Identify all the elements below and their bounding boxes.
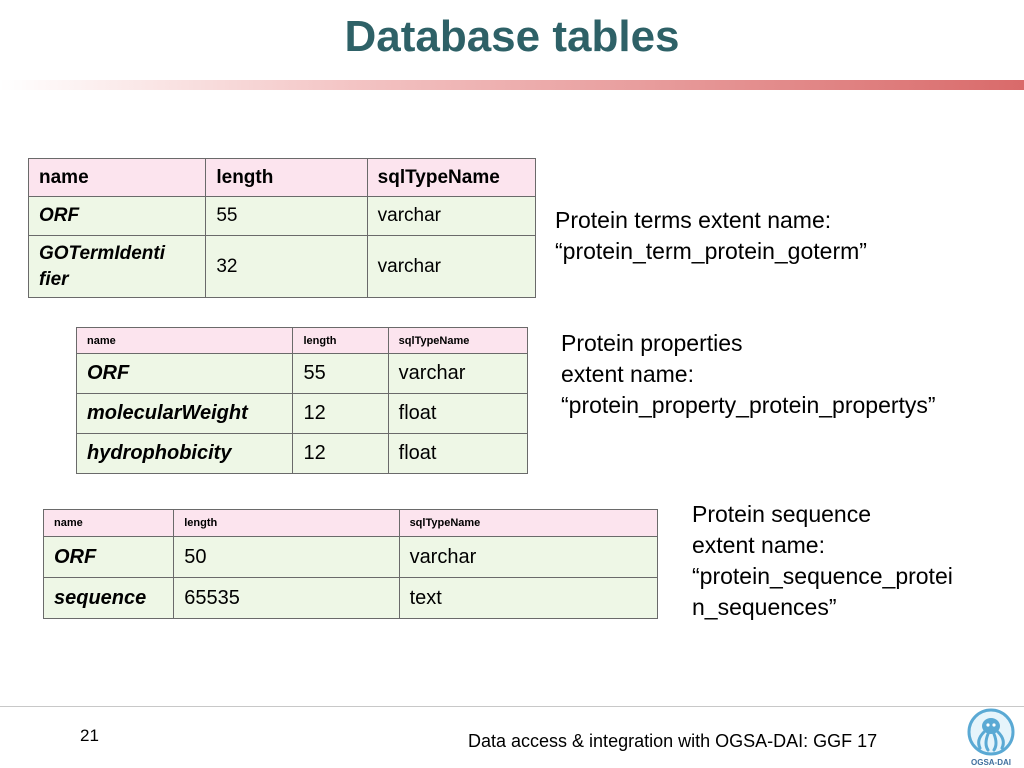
table-row: ORF 55 varchar — [75, 353, 529, 394]
type-cell: varchar — [398, 536, 659, 578]
column-header-name: name — [27, 158, 207, 197]
protein-properties-note: Protein properties extent name: “protein… — [561, 328, 936, 421]
table-row: GOTermIdenti fier 32 varchar — [27, 235, 537, 298]
note-line: extent name: — [561, 361, 694, 387]
column-header-length: length — [292, 327, 389, 354]
column-header-name: name — [75, 327, 294, 354]
length-cell: 55 — [205, 196, 368, 236]
column-header-name: name — [42, 509, 175, 537]
length-cell: 12 — [292, 433, 389, 474]
type-cell: varchar — [366, 235, 537, 298]
length-cell: 32 — [205, 235, 368, 298]
type-cell: float — [387, 433, 529, 474]
table-header-row: name length sqlTypeName — [42, 509, 659, 537]
table-row: ORF 55 varchar — [27, 196, 537, 236]
type-cell: varchar — [387, 353, 529, 394]
field-name-cell: ORF — [27, 196, 207, 236]
table-row: ORF 50 varchar — [42, 536, 659, 578]
type-cell: text — [398, 577, 659, 619]
length-cell: 55 — [292, 353, 389, 394]
table-row: molecularWeight 12 float — [75, 393, 529, 434]
field-name-cell: ORF — [75, 353, 294, 394]
note-line: Protein terms extent name: — [555, 207, 832, 233]
field-name-cell: ORF — [42, 536, 175, 578]
protein-sequence-note: Protein sequence extent name: “protein_s… — [692, 499, 953, 623]
note-line: “protein_property_protein_propertys” — [561, 392, 936, 418]
note-line: Protein properties — [561, 330, 743, 356]
field-name-cell: hydrophobicity — [75, 433, 294, 474]
note-line: n_sequences” — [692, 594, 837, 620]
protein-sequence-table: name length sqlTypeName ORF 50 varchar s… — [42, 509, 659, 619]
protein-terms-table: name length sqlTypeName ORF 55 varchar G… — [27, 158, 537, 298]
table-row: sequence 65535 text — [42, 577, 659, 619]
title-underline-bar — [0, 80, 1024, 90]
table-row: hydrophobicity 12 float — [75, 433, 529, 474]
field-name-line: GOTermIdenti — [39, 242, 165, 264]
slide-title: Database tables — [344, 12, 680, 61]
column-header-sqltypename: sqlTypeName — [398, 509, 659, 537]
type-cell: varchar — [366, 196, 537, 236]
ogsa-dai-octopus-logo-icon: OGSA-DAI — [967, 708, 1015, 767]
length-cell: 50 — [173, 536, 400, 578]
protein-terms-note: Protein terms extent name: “protein_term… — [555, 205, 867, 267]
column-header-sqltypename: sqlTypeName — [366, 158, 537, 197]
length-cell: 65535 — [173, 577, 400, 619]
column-header-length: length — [205, 158, 368, 197]
table-header-row: name length sqlTypeName — [27, 158, 537, 197]
field-name-line: fier — [39, 268, 69, 290]
column-header-length: length — [173, 509, 400, 537]
field-name-cell: sequence — [42, 577, 175, 619]
protein-properties-table: name length sqlTypeName ORF 55 varchar m… — [75, 327, 529, 474]
note-line: Protein sequence — [692, 501, 872, 527]
field-name-cell: molecularWeight — [75, 393, 294, 434]
note-line: “protein_term_protein_goterm” — [555, 238, 867, 264]
type-cell: float — [387, 393, 529, 434]
length-cell: 12 — [292, 393, 389, 434]
note-line: extent name: — [692, 532, 825, 558]
note-line: “protein_sequence_protei — [692, 563, 953, 589]
column-header-sqltypename: sqlTypeName — [387, 327, 529, 354]
field-name-cell: GOTermIdenti fier — [27, 235, 207, 298]
footer-divider — [0, 706, 1024, 707]
page-number: 21 — [80, 726, 99, 745]
logo-text: OGSA-DAI — [971, 758, 1011, 767]
table-header-row: name length sqlTypeName — [75, 327, 529, 354]
footer-caption: Data access & integration with OGSA-DAI:… — [468, 731, 878, 751]
